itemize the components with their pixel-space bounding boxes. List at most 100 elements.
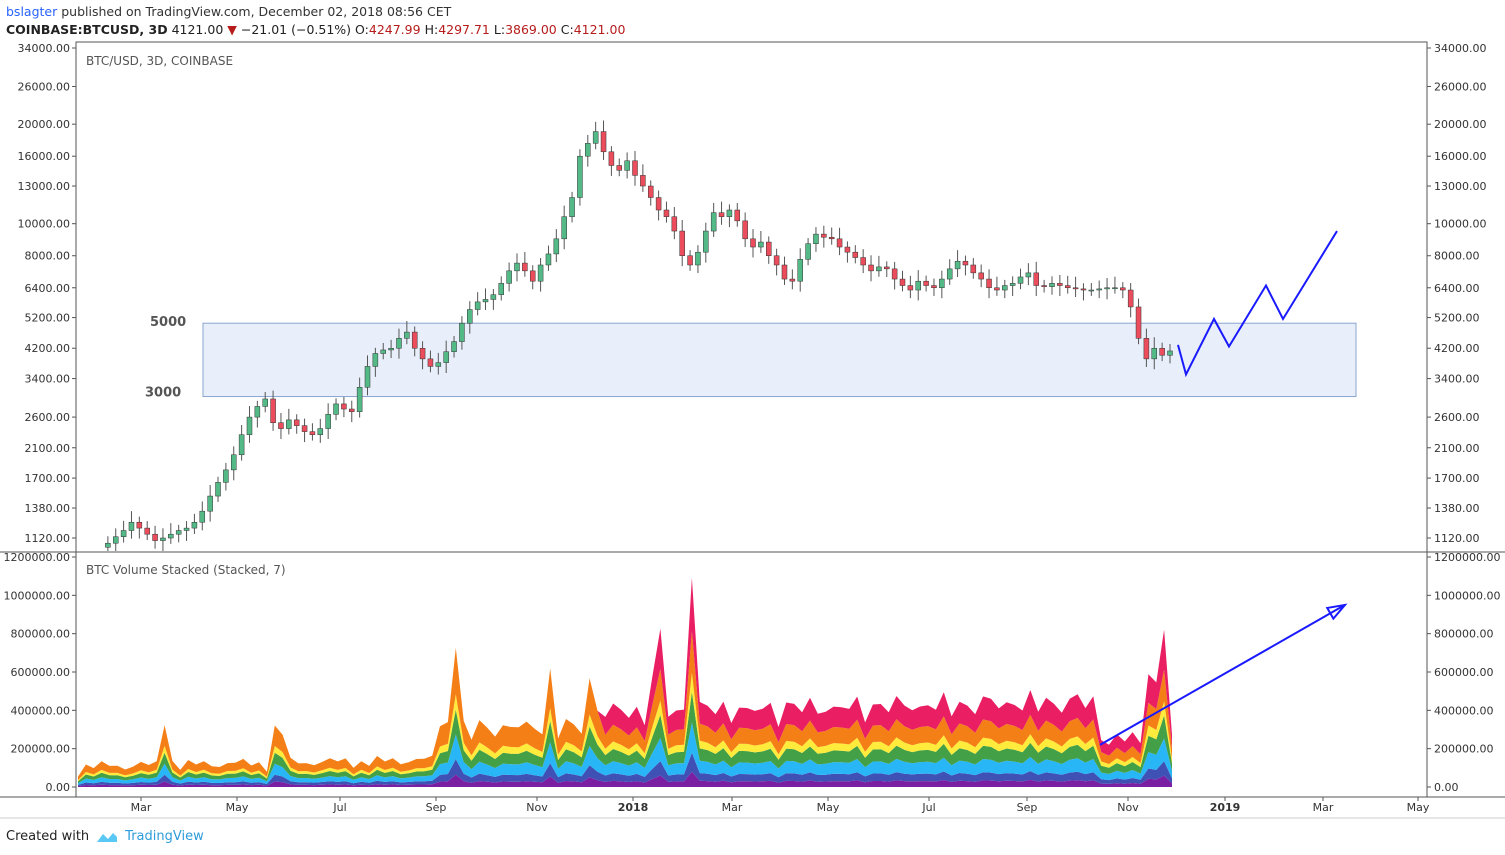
- price-tick-left: 20000.00: [18, 118, 71, 131]
- candle-body: [718, 212, 725, 217]
- time-tick: Sep: [426, 801, 447, 814]
- candle-body: [1049, 283, 1055, 287]
- candle-body: [868, 264, 874, 272]
- support-zone-rect[interactable]: [202, 322, 1357, 398]
- candle-body: [286, 419, 292, 429]
- price-tick-left: 2600.00: [25, 411, 71, 424]
- down-arrow-icon: ▼: [227, 22, 237, 37]
- price-tick-left: 1700.00: [25, 472, 71, 485]
- volume-layer-0: [78, 771, 1172, 787]
- candle-body: [356, 387, 363, 412]
- volume-tick-right: 400000.00: [1434, 704, 1494, 717]
- price-tick-right: 2600.00: [1434, 411, 1480, 424]
- candle-body: [962, 260, 969, 266]
- candle-body: [1002, 285, 1008, 291]
- candle-body: [569, 197, 575, 217]
- candle-body: [632, 160, 638, 176]
- candle-body: [443, 351, 449, 363]
- candle-body: [293, 419, 300, 426]
- candle-body: [435, 362, 442, 367]
- candle-body: [797, 259, 803, 282]
- candle-body: [852, 251, 859, 258]
- candle-body: [844, 246, 851, 253]
- tradingview-link[interactable]: TradingView: [125, 829, 204, 844]
- volume-pane-title: BTC Volume Stacked (Stacked, 7): [86, 563, 286, 577]
- price-tick-right: 4200.00: [1434, 342, 1480, 355]
- candle-body: [954, 260, 961, 270]
- candle-body: [773, 255, 780, 266]
- price-tick-left: 10000.00: [18, 218, 71, 231]
- candle-body: [482, 299, 489, 303]
- price-tick-right: 3400.00: [1434, 373, 1480, 386]
- time-tick: Sep: [1017, 801, 1038, 814]
- candle-body: [254, 406, 261, 418]
- candle-body: [215, 482, 221, 497]
- candle-body: [223, 469, 229, 483]
- candle-body: [1025, 272, 1032, 278]
- candle-body: [419, 347, 426, 360]
- candle-body: [537, 264, 544, 282]
- volume-tick-right: 800000.00: [1434, 628, 1494, 641]
- candle-body: [891, 268, 898, 280]
- price-tick-right: 34000.00: [1434, 42, 1487, 55]
- time-tick: 2018: [618, 801, 649, 814]
- volume-axis-right[interactable]: 1200000.00 1000000.00 800000.00 600000.00 40…: [1427, 551, 1500, 794]
- candle-body: [175, 530, 182, 535]
- price-pane-title: BTC/USD, 3D, COINBASE: [86, 54, 233, 68]
- candle-body: [128, 521, 135, 531]
- candle-body: [396, 338, 402, 349]
- candle-body: [1064, 285, 1071, 289]
- open-value: 4247.99: [368, 22, 421, 37]
- high-label: H:: [424, 22, 439, 37]
- candle-body: [600, 131, 607, 153]
- candle-body: [1159, 347, 1165, 356]
- candle-body: [467, 309, 473, 324]
- candle-body: [781, 264, 788, 280]
- candle-body: [923, 280, 929, 286]
- price-tick-right: 6400.00: [1434, 282, 1480, 295]
- price-tick-right: 10000.00: [1434, 218, 1487, 231]
- candle-body: [183, 527, 190, 531]
- price-tick-right: 1380.00: [1434, 502, 1480, 515]
- candle-body: [262, 398, 268, 407]
- close-label: C:: [560, 22, 574, 37]
- candle-body: [388, 347, 394, 351]
- volume-projection-line[interactable]: [1099, 604, 1346, 746]
- price-change: −21.01 (−0.51%): [240, 22, 352, 37]
- candle-body: [789, 278, 796, 282]
- time-axis[interactable]: Mar May Jul Sep Nov 2018 Mar May Jul Sep Nov 2019 Ma…: [131, 797, 1430, 814]
- price-tick-right: 20000.00: [1434, 118, 1487, 131]
- ohlc-header: COINBASE:BTCUSD, 3D 4121.00 ▼ −21.01 (−0…: [6, 21, 625, 38]
- price-tick-right: 5200.00: [1434, 312, 1480, 325]
- time-tick: May: [817, 801, 840, 814]
- candle-body: [341, 403, 347, 410]
- candle-body: [364, 366, 371, 388]
- candle-body: [663, 209, 670, 217]
- candle-body: [380, 349, 386, 354]
- price-axis-right[interactable]: 34000.00 26000.00 20000.00 16000.00 13000.00…: [1427, 42, 1487, 545]
- candle-body: [404, 331, 410, 339]
- price-tick-right: 8000.00: [1434, 250, 1480, 263]
- candle-body: [529, 270, 536, 282]
- candle-body: [1096, 288, 1102, 291]
- zone-upper-label: 5000: [150, 315, 186, 330]
- candle-body: [545, 253, 552, 266]
- volume-tick-right: 600000.00: [1434, 666, 1494, 679]
- time-tick: Mar: [722, 801, 743, 814]
- volume-tick-right: 0.00: [1434, 781, 1459, 794]
- footer: Created with TradingView: [6, 829, 204, 844]
- candle-body: [703, 230, 709, 253]
- time-tick: May: [1407, 801, 1430, 814]
- candle-body: [333, 403, 339, 415]
- price-tick-right: 2100.00: [1434, 442, 1480, 455]
- publisher-username[interactable]: bslagter: [6, 4, 58, 19]
- price-projection-line[interactable]: [1177, 230, 1338, 378]
- volume-axis-left: 1200000.00 1000000.00 800000.00 600000.00 40…: [4, 551, 76, 794]
- volume-tick-left: 200000.00: [11, 743, 71, 756]
- candle-body: [647, 185, 654, 198]
- candle-body: [813, 233, 819, 244]
- volume-tick-left: 400000.00: [11, 704, 71, 717]
- candle-body: [1041, 285, 1047, 287]
- candle-body: [616, 165, 623, 171]
